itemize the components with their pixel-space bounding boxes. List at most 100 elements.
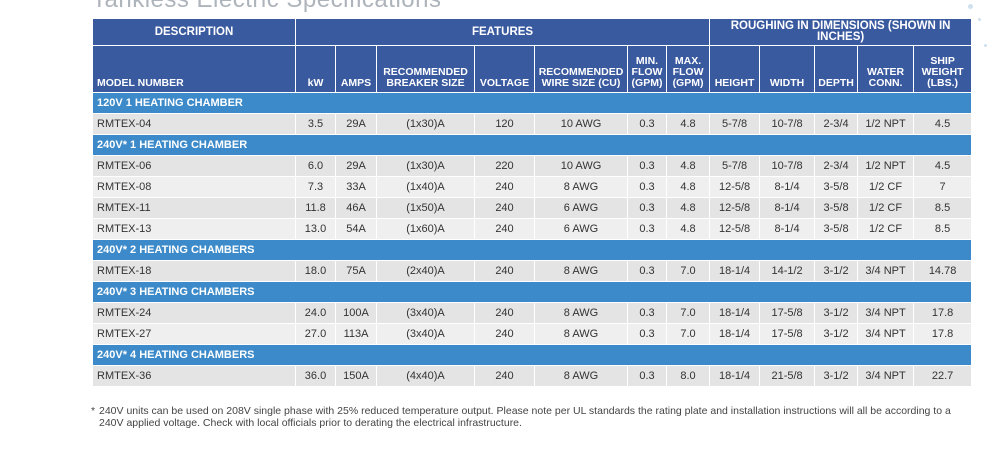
table-cell: 3.5 xyxy=(295,113,336,135)
table-cell: 18-1/4 xyxy=(709,365,761,387)
footnote: * 240V units can be used on 208V single … xyxy=(91,405,972,429)
table-cell: 14-1/2 xyxy=(759,260,816,282)
table-cell: 75A xyxy=(335,260,377,282)
table-cell: 240 xyxy=(474,218,535,240)
water-droplets-decoration xyxy=(962,0,992,60)
column-header-kw: kW xyxy=(295,45,336,93)
section-header-row: 240V* 2 HEATING CHAMBERS xyxy=(91,239,973,261)
table-row: RMTEX-08 7.3 33A (1x40)A 240 8 AWG 0.3 4.8 12-5/… xyxy=(92,176,973,198)
table-cell: 3-5/8 xyxy=(814,218,859,240)
footnote-text: 240V units can be used on 208V single ph… xyxy=(99,405,951,429)
table-cell: (2x40)A xyxy=(376,260,475,282)
model-number-cell: RMTEX-36 xyxy=(92,365,296,387)
table-row: RMTEX-27 27.0 113A (3x40)A 240 8 AWG 0.3 7.0 18-… xyxy=(92,323,973,345)
table-cell: 4.5 xyxy=(913,113,973,135)
table-cell: (4x40)A xyxy=(376,365,475,387)
table-cell: 8 AWG xyxy=(534,260,628,282)
column-header-water-conn: WATER CONN. xyxy=(857,45,915,93)
section-label: 240V* 3 HEATING CHAMBERS xyxy=(91,281,973,303)
table-cell: 18.0 xyxy=(295,260,336,282)
table-cell: 4.8 xyxy=(665,197,711,219)
table-row: RMTEX-24 24.0 100A (3x40)A 240 8 AWG 0.3 7.0 18-… xyxy=(92,302,973,324)
column-header-model-number: MODEL NUMBER xyxy=(92,45,296,93)
table-cell: 100A xyxy=(335,302,377,324)
table-cell: 6 AWG xyxy=(534,197,628,219)
table-cell: 240 xyxy=(474,323,535,345)
table-cell: 3-5/8 xyxy=(814,176,859,198)
table-cell: 10 AWG xyxy=(534,155,628,177)
table-cell: 120 xyxy=(474,113,535,135)
table-row: RMTEX-11 11.8 46A (1x50)A 240 6 AWG 0.3 4.8 12-5… xyxy=(92,197,973,219)
roughing-dimensions-group-header: ROUGHING IN DIMENSIONS (SHOWN IN INCHES) xyxy=(709,18,973,46)
table-cell: 11.8 xyxy=(295,197,336,219)
group-header-row: DESCRIPTION FEATURES ROUGHING IN DIMENSI… xyxy=(92,18,973,46)
table-cell: 3-1/2 xyxy=(814,365,859,387)
table-cell: 1/2 NPT xyxy=(857,155,915,177)
section-label: 240V* 2 HEATING CHAMBERS xyxy=(91,239,973,261)
table-row: RMTEX-18 18.0 75A (2x40)A 240 8 AWG 0.3 7.0 18-1… xyxy=(92,260,973,282)
specifications-body: 120V 1 HEATING CHAMBER RMTEX-04 3.5 29A (1x3… xyxy=(91,92,973,387)
table-cell: 3-5/8 xyxy=(814,197,859,219)
table-cell: 17-5/8 xyxy=(759,302,816,324)
table-cell: 240 xyxy=(474,176,535,198)
table-cell: 0.3 xyxy=(627,218,667,240)
table-cell: 46A xyxy=(335,197,377,219)
column-header-depth: DEPTH xyxy=(814,45,859,93)
table-cell: 7.3 xyxy=(295,176,336,198)
model-number-cell: RMTEX-24 xyxy=(92,302,296,324)
table-cell: 12-5/8 xyxy=(709,176,761,198)
table-cell: 240 xyxy=(474,302,535,324)
table-cell: 5-7/8 xyxy=(709,113,761,135)
table-cell: 1/2 CF xyxy=(857,176,915,198)
table-cell: 2-3/4 xyxy=(814,155,859,177)
model-number-cell: RMTEX-13 xyxy=(92,218,296,240)
table-cell: 0.3 xyxy=(627,155,667,177)
table-cell: 5-7/8 xyxy=(709,155,761,177)
features-group-header: FEATURES xyxy=(294,18,711,46)
table-cell: 0.3 xyxy=(627,113,667,135)
table-cell: 0.3 xyxy=(627,176,667,198)
table-cell: 4.8 xyxy=(665,176,711,198)
table-cell: 8.0 xyxy=(665,365,711,387)
table-cell: 4.8 xyxy=(665,218,711,240)
table-cell: (3x40)A xyxy=(376,323,475,345)
table-cell: 21-5/8 xyxy=(759,365,816,387)
table-cell: 7.0 xyxy=(665,260,711,282)
table-cell: (3x40)A xyxy=(376,302,475,324)
table-cell: 1/2 CF xyxy=(857,197,915,219)
column-header-min-flow: MIN. FLOW (GPM) xyxy=(627,45,667,93)
column-header-breaker-size: RECOMMENDED BREAKER SIZE xyxy=(376,45,475,93)
model-number-cell: RMTEX-11 xyxy=(92,197,296,219)
table-cell: 12-5/8 xyxy=(709,218,761,240)
table-cell: 17.8 xyxy=(913,323,973,345)
table-cell: 7 xyxy=(913,176,973,198)
table-cell: 0.3 xyxy=(627,302,667,324)
table-cell: 3/4 NPT xyxy=(857,323,915,345)
description-group-header: DESCRIPTION xyxy=(92,18,296,46)
column-header-amps: AMPS xyxy=(335,45,377,93)
column-header-height: HEIGHT xyxy=(709,45,761,93)
section-header-row: 240V* 3 HEATING CHAMBERS xyxy=(91,281,973,303)
table-cell: 8 AWG xyxy=(534,323,628,345)
table-cell: 18-1/4 xyxy=(709,323,761,345)
table-cell: 2-3/4 xyxy=(814,113,859,135)
table-cell: 1/2 NPT xyxy=(857,113,915,135)
model-number-cell: RMTEX-18 xyxy=(92,260,296,282)
table-cell: 0.3 xyxy=(627,323,667,345)
table-cell: 4.8 xyxy=(665,155,711,177)
table-cell: 17-5/8 xyxy=(759,323,816,345)
section-header-row: 240V* 4 HEATING CHAMBERS xyxy=(91,344,973,366)
table-cell: 8.5 xyxy=(913,218,973,240)
table-cell: 240 xyxy=(474,260,535,282)
table-cell: (1x60)A xyxy=(376,218,475,240)
table-cell: 150A xyxy=(335,365,377,387)
table-cell: 18-1/4 xyxy=(709,302,761,324)
column-header-row: MODEL NUMBER kW AMPS RECOMMENDED BREAKER… xyxy=(92,45,973,93)
table-cell: 29A xyxy=(335,155,377,177)
table-cell: 4.8 xyxy=(665,113,711,135)
model-number-cell: RMTEX-04 xyxy=(92,113,296,135)
column-header-width: WIDTH xyxy=(759,45,816,93)
table-cell: 0.3 xyxy=(627,365,667,387)
section-header-row: 240V* 1 HEATING CHAMBER xyxy=(91,134,973,156)
model-number-cell: RMTEX-27 xyxy=(92,323,296,345)
